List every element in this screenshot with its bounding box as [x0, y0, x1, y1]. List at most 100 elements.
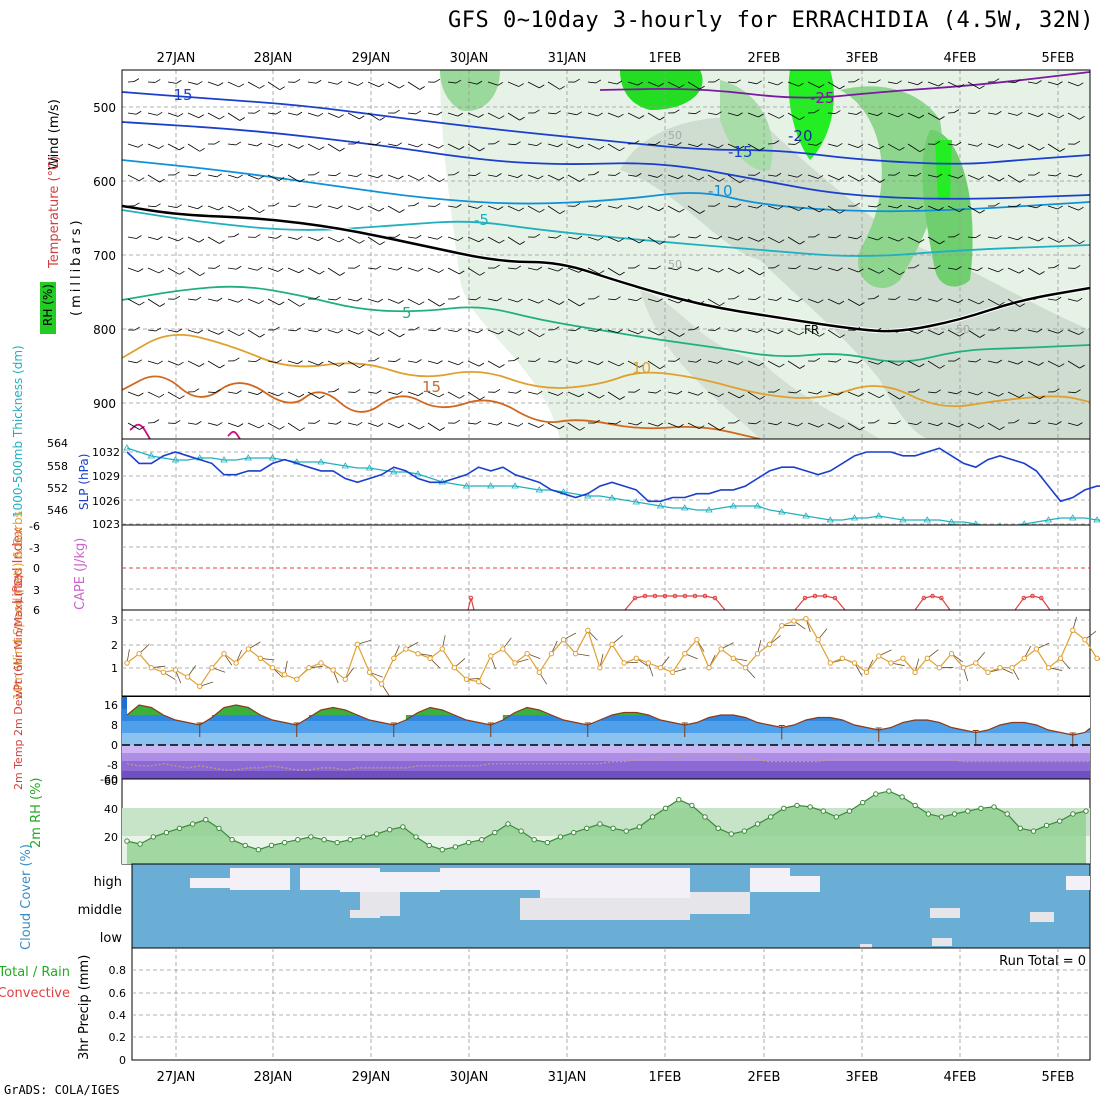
wind-barb-flag	[377, 298, 384, 303]
wind-barb-flag	[317, 237, 324, 241]
wind-barb-flag	[517, 422, 524, 427]
wind-barb	[867, 143, 880, 150]
wind-ticks: 3 2 1	[111, 614, 118, 675]
wind-barb	[427, 329, 436, 332]
lifted-index-line	[467, 597, 475, 611]
wind-barb	[347, 205, 359, 211]
wind-barb-flag	[677, 175, 684, 179]
wind-barb	[607, 205, 618, 209]
thickness-tick: 552	[47, 482, 68, 495]
wind-barb	[327, 298, 336, 301]
wind-barb	[1047, 329, 1059, 334]
date-label: 1FEB	[649, 1070, 682, 1085]
wind-barb-flag	[997, 144, 1004, 148]
wind-barb-flag	[174, 295, 181, 300]
wind-barb-flag	[299, 427, 305, 432]
wind-barb	[887, 236, 899, 242]
wind-speed-point	[548, 651, 555, 657]
wind-barb	[1027, 422, 1036, 424]
temp-warm-fill	[224, 705, 237, 715]
wind-barb	[267, 174, 280, 181]
wind-barb-flag	[758, 113, 764, 118]
wind-barb-flag	[856, 235, 862, 240]
wind-speed-point	[621, 660, 627, 666]
contour-label: 50	[668, 258, 682, 271]
cloud-cell	[540, 868, 690, 898]
wind-barb	[187, 81, 198, 85]
wind-barb	[667, 174, 679, 180]
wind-barb-flag	[199, 147, 205, 152]
wind-barb	[1007, 391, 1020, 398]
thickness-point	[729, 502, 737, 509]
wind-barb-flag	[574, 78, 580, 83]
wind-barb	[287, 112, 298, 116]
wind-barb-flag	[719, 177, 725, 182]
wind-barb	[467, 174, 476, 176]
wind-barb	[967, 360, 976, 363]
wind-barb	[407, 143, 418, 148]
wind-speed-point	[730, 655, 736, 661]
wind-barb	[967, 205, 980, 214]
wind-barb	[947, 143, 957, 146]
rh-point	[439, 847, 445, 853]
wind-barb-flag	[798, 207, 804, 211]
wind-barb-flag	[278, 392, 284, 397]
wind-barb	[527, 81, 540, 89]
wind-barb	[1047, 81, 1058, 85]
wind-barb-flag	[257, 391, 263, 395]
wind-barb	[427, 391, 440, 398]
wind-barb-flag	[175, 420, 181, 424]
wind-speed-point	[342, 676, 348, 682]
wind-barb	[287, 329, 296, 332]
thickness-ticks: 564 558 552 546	[47, 437, 68, 517]
wind-barb-flag	[233, 233, 240, 237]
rh-point	[807, 804, 813, 810]
precip-legend-convective: Convective	[0, 986, 70, 1001]
cloud-cell	[300, 868, 340, 890]
wind-barb-flag	[658, 331, 665, 336]
wind-barb-flag	[477, 329, 483, 334]
wind-barb-flag	[579, 178, 585, 182]
wind-barb	[307, 267, 320, 275]
wind-tick: 2	[111, 639, 118, 652]
wind-barb	[907, 329, 919, 334]
wind-barb	[447, 267, 460, 275]
wind-barb-flag	[774, 388, 780, 393]
wind-speed-point	[221, 651, 227, 657]
li-tick: 0	[33, 562, 40, 575]
wind-barb-flag	[459, 394, 465, 399]
wind-barb-flag	[1077, 422, 1083, 426]
wind-barb	[1027, 112, 1039, 118]
wind-barb	[907, 422, 917, 426]
wind-barb-flag	[1037, 113, 1044, 117]
rh-point	[781, 805, 787, 811]
rh-point	[925, 811, 932, 817]
wind-barb-flag	[557, 143, 563, 148]
wind-barb	[987, 143, 999, 148]
wind-barb-flag	[276, 359, 282, 364]
wind-barb	[1007, 143, 1019, 150]
wind-barb-flag	[639, 363, 645, 368]
wind-barb	[467, 360, 480, 367]
wind-barb	[907, 360, 920, 368]
wind-barb-flag	[634, 264, 640, 269]
wind-barb	[767, 205, 779, 210]
rh-point	[702, 814, 708, 820]
wind-barb-flag	[1057, 81, 1063, 85]
wind-barb-flag	[518, 83, 524, 87]
wind-speed-point	[330, 667, 336, 673]
wind-barb	[687, 174, 700, 181]
wind-barb-flag	[719, 426, 725, 431]
wind-barb	[747, 267, 760, 276]
wind-barb	[527, 298, 539, 304]
wind-barb	[367, 422, 379, 427]
wind-barb-flag	[737, 361, 744, 365]
wind-barb	[627, 236, 640, 244]
wind-speed-point	[281, 672, 288, 678]
rh-point	[492, 829, 498, 836]
wind-barb	[247, 205, 260, 214]
wind-barb	[187, 298, 197, 301]
rh-point	[124, 838, 130, 844]
wind-barb	[347, 236, 360, 244]
wind-barb	[327, 236, 340, 243]
